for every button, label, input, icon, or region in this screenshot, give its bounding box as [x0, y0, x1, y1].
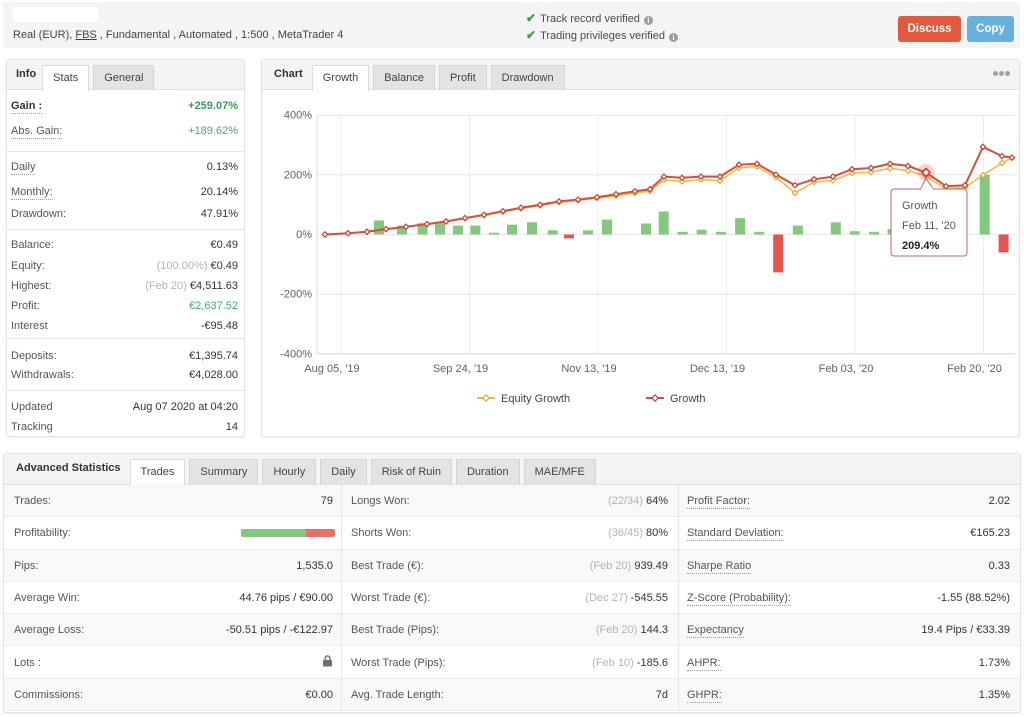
- svg-text:209.4%: 209.4%: [902, 240, 940, 252]
- svg-text:Equity Growth: Equity Growth: [501, 393, 570, 405]
- svg-text:Dec 13, '19: Dec 13, '19: [690, 363, 745, 375]
- svg-text:Feb 03, '20: Feb 03, '20: [819, 363, 874, 375]
- svg-text:0%: 0%: [296, 229, 312, 241]
- svg-text:Nov 13, '19: Nov 13, '19: [561, 363, 616, 375]
- svg-text:Feb 20, '20: Feb 20, '20: [947, 363, 1002, 375]
- svg-text:400%: 400%: [284, 110, 312, 122]
- svg-text:200%: 200%: [284, 169, 312, 181]
- svg-text:Growth: Growth: [670, 393, 705, 405]
- svg-text:Growth: Growth: [902, 200, 937, 212]
- svg-text:Aug 05, '19: Aug 05, '19: [304, 363, 359, 375]
- svg-text:Sep 24, '19: Sep 24, '19: [433, 363, 488, 375]
- svg-text:-400%: -400%: [280, 348, 312, 360]
- svg-text:Feb 11, '20: Feb 11, '20: [902, 220, 956, 232]
- svg-text:-200%: -200%: [280, 289, 312, 301]
